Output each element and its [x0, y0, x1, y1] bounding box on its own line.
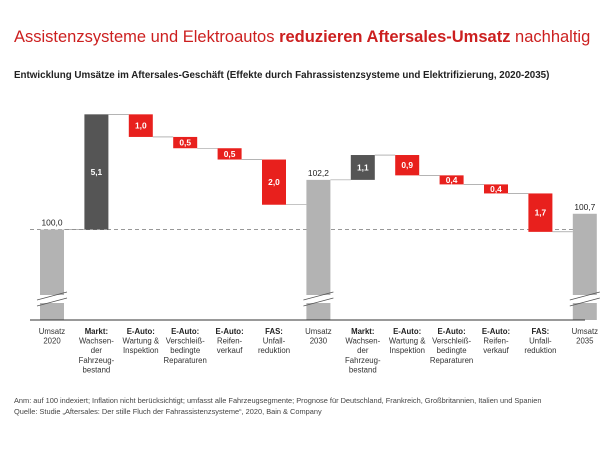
- category-label-bold: E-Auto:: [482, 327, 510, 336]
- axis-break-mark: [36, 297, 68, 307]
- bar-decrease-9: [395, 155, 420, 176]
- value-label: 0,5: [179, 138, 191, 148]
- bar-decrease-4: [173, 136, 198, 149]
- category-label: Wartung &: [389, 337, 426, 346]
- bar-decrease-3: [128, 114, 153, 137]
- category-label: Umsatz: [572, 327, 599, 336]
- category-label: Verschleiß-: [166, 337, 205, 346]
- chart-title: Assistenzsysteme und Elektroautos reduzi…: [14, 28, 590, 47]
- category-label: reduktion: [524, 346, 556, 355]
- category-label: verkauf: [483, 346, 509, 355]
- value-label: 100,0: [42, 218, 63, 228]
- bar-decrease-5: [217, 148, 242, 160]
- category-label: reduktion: [258, 346, 290, 355]
- axis-break-mark: [569, 291, 600, 301]
- category-label-bold: FAS:: [265, 327, 283, 336]
- category-label-bold: E-Auto:: [171, 327, 199, 336]
- axis-break-gap: [571, 295, 598, 303]
- category-label: Reparaturen: [164, 356, 207, 365]
- chart-subtitle: Entwicklung Umsätze im Aftersales-Geschä…: [14, 70, 550, 81]
- axis-break-mark: [36, 291, 68, 301]
- value-label: 2,0: [268, 177, 280, 187]
- axis-break-gap: [305, 295, 332, 303]
- category-label: 2035: [576, 337, 594, 346]
- footnote-source: Quelle: Studie „Aftersales: Der stille F…: [14, 407, 322, 416]
- value-label: 1,0: [135, 121, 147, 131]
- category-label: bestand: [83, 365, 111, 374]
- title-suffix: nachhaltig: [515, 28, 591, 46]
- axis-break-mark: [303, 291, 334, 301]
- bar-decrease-6: [262, 159, 286, 205]
- axis-break-mark: [569, 297, 600, 307]
- category-label-bold: Markt:: [351, 327, 374, 336]
- axis-break-gap: [39, 295, 65, 303]
- title-prefix: Assistenzsysteme und Elektroautos: [14, 28, 275, 46]
- value-label: 0,4: [446, 175, 458, 185]
- category-label: Wachsen-: [345, 337, 380, 346]
- value-label: 0,5: [224, 149, 236, 159]
- category-label: Fahrzeug-: [79, 356, 115, 365]
- category-label-bold: E-Auto:: [438, 327, 466, 336]
- value-label: 0,9: [401, 160, 413, 170]
- category-label: der: [357, 346, 369, 355]
- category-label-bold: Markt:: [85, 327, 108, 336]
- category-label: Unfall-: [529, 337, 552, 346]
- value-label: 0,4: [490, 184, 502, 194]
- category-label: der: [91, 346, 103, 355]
- category-label-bold: E-Auto:: [216, 327, 244, 336]
- category-label: bedingte: [170, 346, 200, 355]
- category-label: Reifen-: [217, 337, 243, 346]
- bar-decrease-11: [484, 184, 508, 194]
- bar-total-1: [40, 229, 64, 320]
- value-label: 100,7: [574, 202, 595, 212]
- category-label: Wachsen-: [79, 337, 114, 346]
- value-label: 5,1: [91, 167, 103, 177]
- bar-increase-2: [84, 114, 109, 230]
- category-label-bold: E-Auto:: [127, 327, 155, 336]
- category-label: Umsatz: [39, 327, 66, 336]
- bar-decrease-12: [528, 193, 553, 232]
- title-bold: reduzieren Aftersales-Umsatz: [279, 28, 511, 46]
- category-label-bold: E-Auto:: [393, 327, 421, 336]
- category-label: Fahrzeug-: [345, 356, 381, 365]
- category-label: 2020: [43, 337, 61, 346]
- category-label: Umsatz: [305, 327, 332, 336]
- axis-break-mark: [303, 297, 334, 307]
- category-label: bestand: [349, 365, 377, 374]
- category-label: bedingte: [437, 346, 467, 355]
- value-label: 1,1: [357, 162, 369, 172]
- category-label-bold: FAS:: [532, 327, 550, 336]
- category-label: verkauf: [217, 346, 243, 355]
- category-label: Unfall-: [263, 337, 286, 346]
- category-label: Wartung &: [123, 337, 160, 346]
- category-label: 2030: [310, 337, 328, 346]
- category-label: Verschleiß-: [432, 337, 471, 346]
- bar-increase-8: [350, 155, 375, 180]
- category-label: Inspektion: [389, 346, 425, 355]
- category-label: Inspektion: [123, 346, 159, 355]
- category-label: Reifen-: [483, 337, 509, 346]
- value-label: 102,2: [308, 168, 329, 178]
- footnote-note: Anm: auf 100 indexiert; Inflation nicht …: [14, 396, 542, 405]
- bar-decrease-10: [439, 175, 464, 185]
- value-label: 1,7: [535, 208, 547, 218]
- category-label: Reparaturen: [430, 356, 473, 365]
